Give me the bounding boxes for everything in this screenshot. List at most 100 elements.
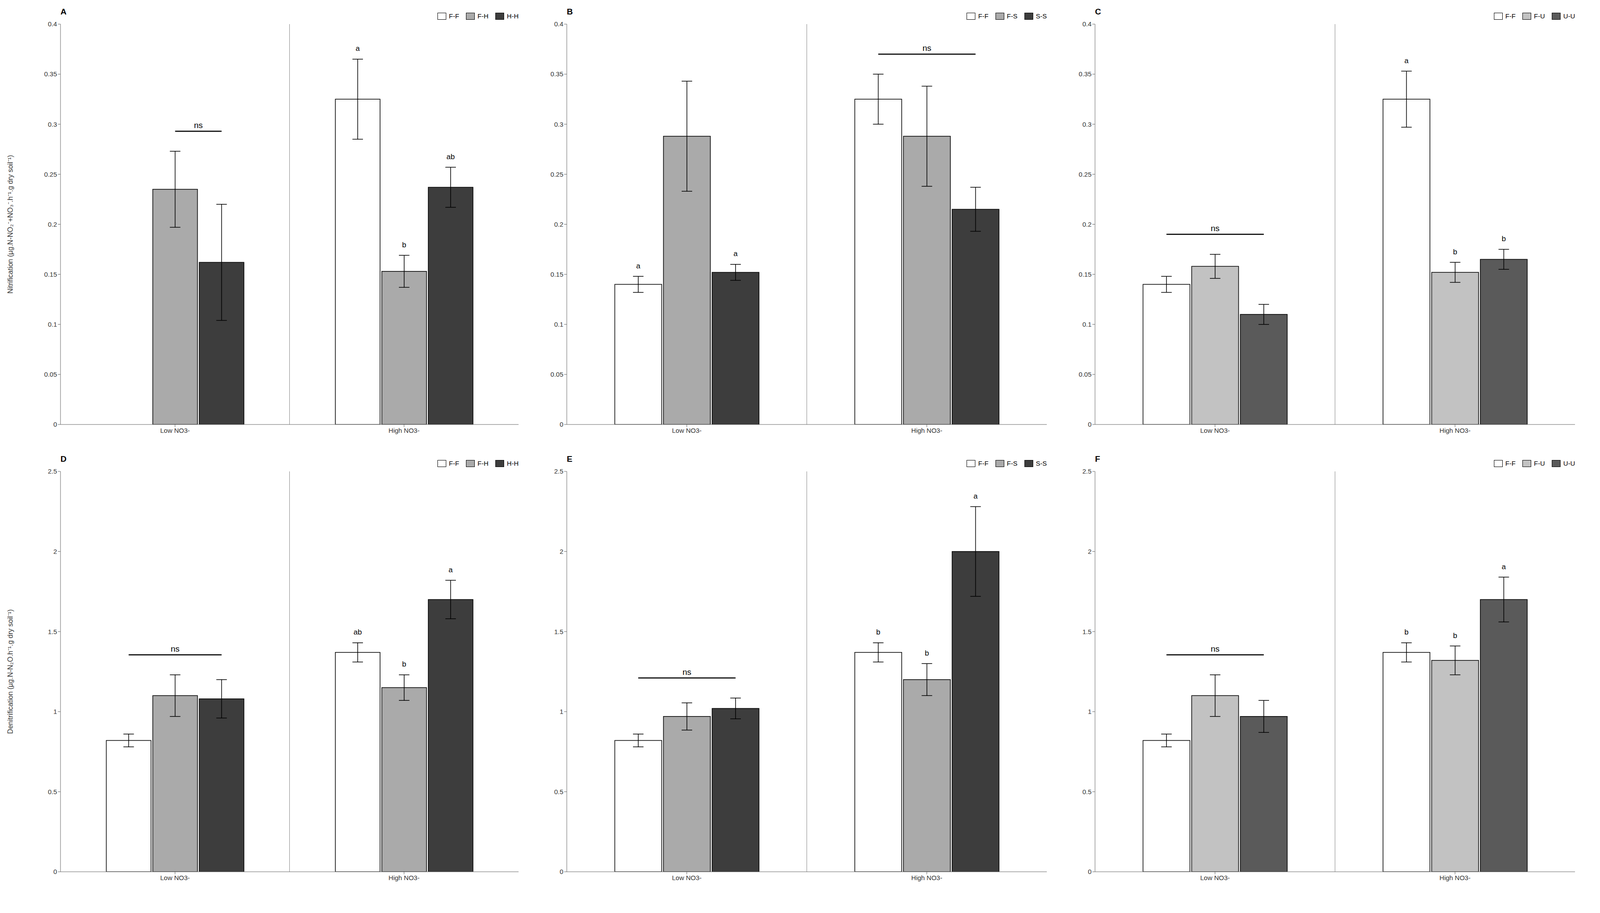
- svg-text:2.5: 2.5: [1082, 467, 1092, 475]
- svg-text:0.3: 0.3: [47, 120, 57, 128]
- svg-text:a: a: [355, 44, 360, 53]
- svg-text:0.2: 0.2: [47, 220, 57, 228]
- html-text:H-H: H-H: [506, 12, 519, 20]
- svg-text:0.2: 0.2: [554, 220, 564, 228]
- html-text:F-F: F-F: [978, 12, 989, 20]
- svg-text:0: 0: [1088, 420, 1092, 428]
- svg-text:0.25: 0.25: [550, 170, 564, 178]
- svg-text:High NO3-: High NO3-: [1439, 873, 1471, 882]
- svg-text:2: 2: [1088, 547, 1092, 555]
- svg-text:0.4: 0.4: [1082, 20, 1092, 28]
- svg-text:0: 0: [53, 867, 57, 875]
- svg-text:0.1: 0.1: [47, 320, 57, 328]
- svg-text:1: 1: [559, 707, 564, 715]
- svg-text:2.5: 2.5: [554, 467, 564, 475]
- svg-text:Low NO3-: Low NO3-: [1200, 426, 1231, 434]
- svg-text:a: a: [448, 565, 453, 574]
- svg-text:High NO3-: High NO3-: [1439, 426, 1471, 434]
- svg-text:b: b: [401, 240, 406, 249]
- svg-text:0.35: 0.35: [550, 70, 564, 78]
- svg-text:b: b: [401, 659, 406, 669]
- svg-text:0: 0: [559, 420, 564, 428]
- svg-text:ns: ns: [682, 667, 692, 677]
- svg-text:0: 0: [559, 867, 564, 875]
- svg-text:0: 0: [1088, 867, 1092, 875]
- svg-text:High NO3-: High NO3-: [388, 873, 420, 882]
- svg-text:a: a: [733, 249, 738, 258]
- svg-text:0.5: 0.5: [1082, 787, 1092, 796]
- svg-text:ns: ns: [170, 643, 180, 654]
- html-text:S-S: S-S: [1035, 459, 1047, 467]
- svg-text:0.5: 0.5: [47, 787, 57, 796]
- svg-text:1.5: 1.5: [554, 627, 564, 636]
- html-text:F-H: F-H: [477, 12, 489, 20]
- html-text:F-U: F-U: [1533, 12, 1545, 20]
- svg-text:0.4: 0.4: [554, 20, 564, 28]
- svg-text:High NO3-: High NO3-: [911, 426, 943, 434]
- svg-text:0.25: 0.25: [44, 170, 57, 178]
- svg-text:ns: ns: [1210, 643, 1220, 654]
- svg-text:2: 2: [53, 547, 57, 555]
- svg-text:a: a: [1501, 562, 1507, 571]
- html-text:F-S: F-S: [1006, 459, 1018, 467]
- svg-text:0.15: 0.15: [1078, 270, 1092, 278]
- svg-text:b: b: [876, 627, 881, 637]
- svg-text:0.35: 0.35: [1078, 70, 1092, 78]
- svg-text:0.05: 0.05: [44, 370, 57, 378]
- svg-text:Low NO3-: Low NO3-: [672, 426, 702, 434]
- svg-text:0.4: 0.4: [47, 20, 57, 28]
- svg-text:0.3: 0.3: [554, 120, 564, 128]
- svg-text:0.1: 0.1: [1082, 320, 1092, 328]
- html-text:F-U: F-U: [1533, 459, 1545, 467]
- svg-text:0.1: 0.1: [554, 320, 564, 328]
- svg-text:0.35: 0.35: [44, 70, 57, 78]
- html-text:F-F: F-F: [1505, 12, 1516, 20]
- svg-text:2: 2: [559, 547, 564, 555]
- svg-text:a: a: [636, 261, 641, 271]
- svg-text:1: 1: [1088, 707, 1092, 715]
- svg-text:0.05: 0.05: [1078, 370, 1092, 378]
- svg-text:Low NO3-: Low NO3-: [1200, 873, 1231, 882]
- html-text:F-F: F-F: [448, 12, 460, 20]
- svg-text:ns: ns: [1210, 223, 1220, 233]
- svg-text:High NO3-: High NO3-: [911, 873, 943, 882]
- html-text:H-H: H-H: [506, 459, 519, 467]
- svg-text:ab: ab: [446, 152, 456, 161]
- svg-text:b: b: [1453, 247, 1458, 256]
- svg-text:Low NO3-: Low NO3-: [160, 873, 190, 882]
- svg-text:b: b: [1501, 234, 1506, 243]
- svg-text:0: 0: [53, 420, 57, 428]
- svg-text:ns: ns: [922, 43, 932, 53]
- html-text:F-S: F-S: [1006, 12, 1018, 20]
- svg-text:0.15: 0.15: [44, 270, 57, 278]
- svg-text:b: b: [924, 648, 929, 658]
- svg-text:0.25: 0.25: [1078, 170, 1092, 178]
- html-text:F-F: F-F: [448, 459, 460, 467]
- html-text:U-U: U-U: [1563, 12, 1576, 20]
- svg-text:0.15: 0.15: [550, 270, 564, 278]
- svg-text:a: a: [1404, 56, 1409, 65]
- svg-text:1: 1: [53, 707, 57, 715]
- html-text:U-U: U-U: [1563, 459, 1576, 467]
- svg-text:High NO3-: High NO3-: [388, 426, 420, 434]
- svg-text:0.2: 0.2: [1082, 220, 1092, 228]
- html-text:F-F: F-F: [1505, 459, 1516, 467]
- svg-text:0.05: 0.05: [550, 370, 564, 378]
- svg-text:ns: ns: [193, 120, 203, 130]
- svg-text:Nitrification (µg.N-NO₂⁻+NO₃⁻.: Nitrification (µg.N-NO₂⁻+NO₃⁻.h⁻¹.g dry …: [6, 154, 15, 294]
- html-text:F-H: F-H: [477, 459, 489, 467]
- svg-text:b: b: [1404, 627, 1409, 637]
- svg-text:1.5: 1.5: [47, 627, 57, 636]
- svg-text:a: a: [973, 491, 978, 501]
- svg-text:Denitrification (µg.N-N₂O.h⁻¹.: Denitrification (µg.N-N₂O.h⁻¹.g dry soil…: [6, 608, 15, 734]
- svg-text:1.5: 1.5: [1082, 627, 1092, 636]
- svg-text:2.5: 2.5: [47, 467, 57, 475]
- svg-text:0.3: 0.3: [1082, 120, 1092, 128]
- svg-text:Low NO3-: Low NO3-: [672, 873, 702, 882]
- html-text:F-F: F-F: [978, 459, 989, 467]
- html-text:S-S: S-S: [1035, 12, 1047, 20]
- svg-text:Low NO3-: Low NO3-: [160, 426, 190, 434]
- svg-text:0.5: 0.5: [554, 787, 564, 796]
- svg-text:ab: ab: [353, 627, 363, 637]
- svg-text:b: b: [1453, 631, 1458, 640]
